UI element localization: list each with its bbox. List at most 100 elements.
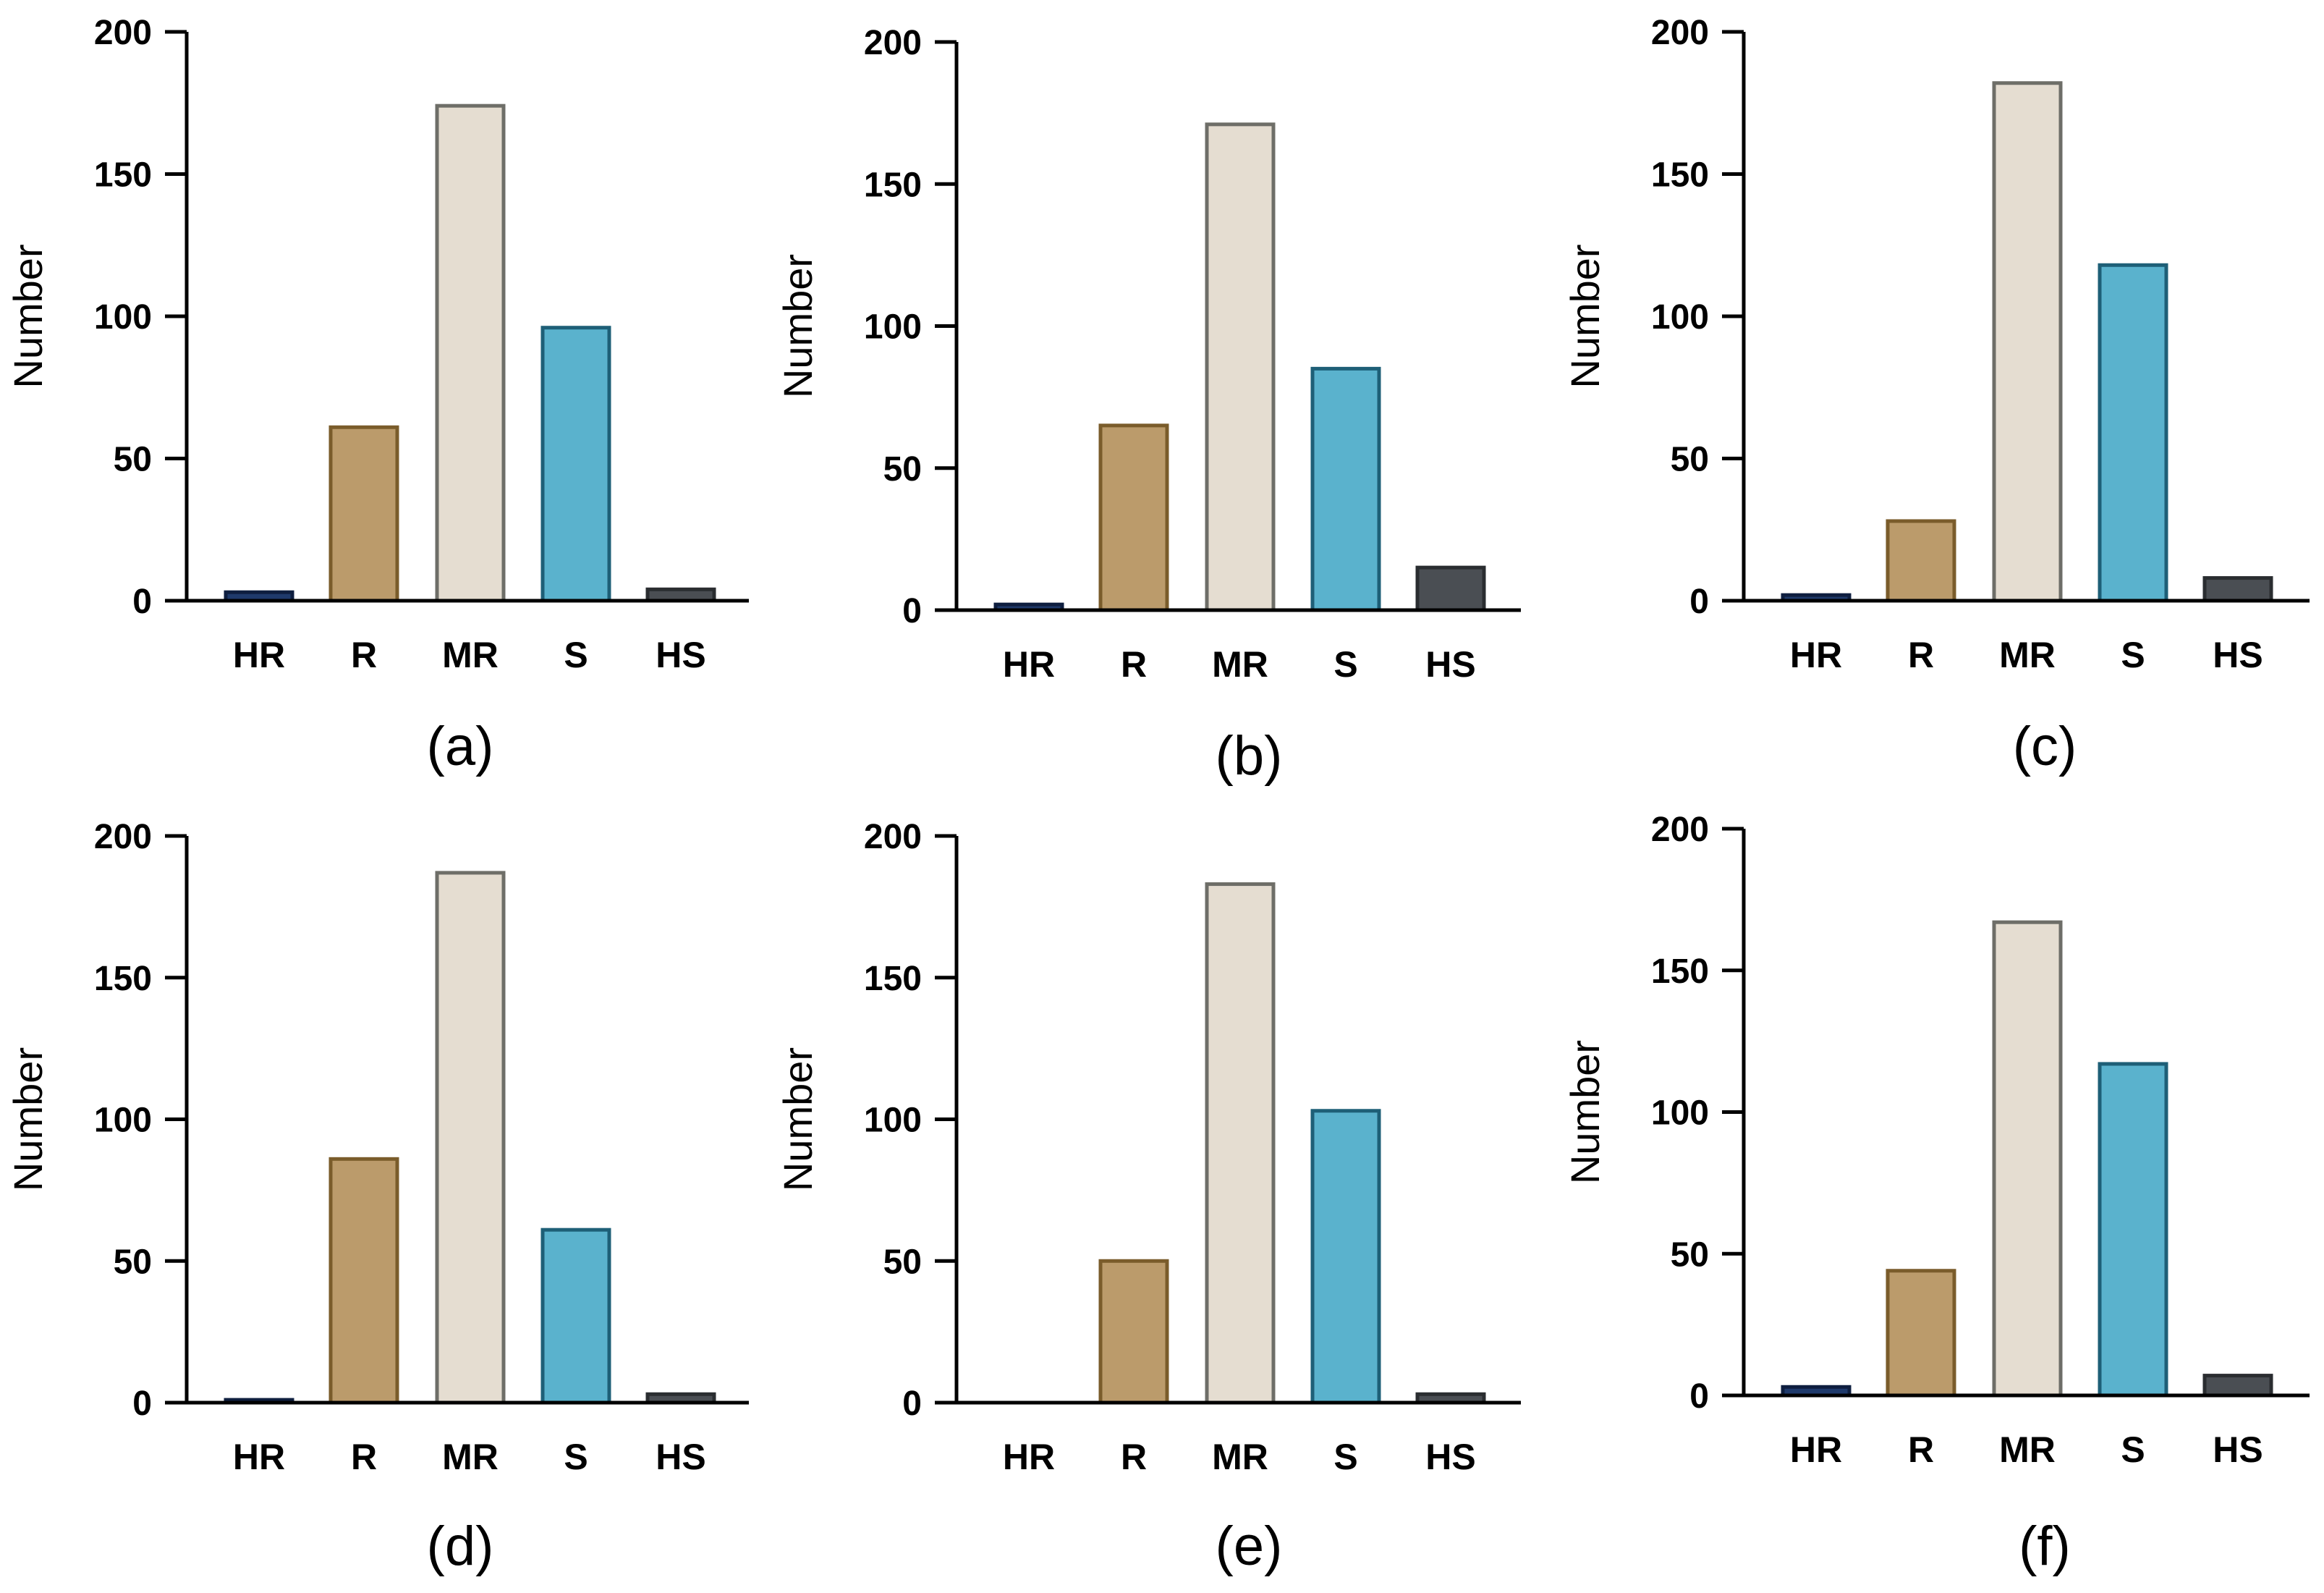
x-tick-label: HS bbox=[1425, 644, 1475, 685]
y-tick-label: 100 bbox=[864, 308, 922, 347]
bar-r bbox=[328, 1157, 399, 1405]
x-tick-label: S bbox=[1333, 644, 1357, 685]
y-tick-label: 200 bbox=[1651, 14, 1709, 52]
bar-s bbox=[2098, 1062, 2168, 1398]
chart-panel-e: HR R MR S HS 0 50 100 150 200 Number (e) bbox=[775, 818, 1521, 1577]
y-tick-label: 100 bbox=[94, 1102, 152, 1140]
y-tick-label: 50 bbox=[1671, 441, 1709, 479]
x-tick-label: R bbox=[1908, 1429, 1934, 1470]
x-tick-label: S bbox=[1333, 1437, 1357, 1477]
x-tick-label: S bbox=[2121, 635, 2145, 675]
bar-mr bbox=[1205, 882, 1276, 1405]
x-tick-label: HR bbox=[1790, 1429, 1842, 1470]
y-tick-label: 0 bbox=[132, 583, 152, 621]
bar-s bbox=[1310, 1109, 1381, 1405]
bar-s bbox=[540, 1228, 611, 1405]
bar-hs bbox=[2202, 1374, 2273, 1398]
bar-r bbox=[1886, 519, 1956, 603]
chart-panel-c: HR R MR S HS 0 50 100 150 200 Number (c) bbox=[1562, 14, 2310, 777]
x-tick-label: HS bbox=[656, 635, 705, 675]
x-tick-label: MR bbox=[1212, 644, 1268, 685]
panel-label: (c) bbox=[2013, 716, 2077, 777]
panel-label: (d) bbox=[427, 1516, 494, 1577]
x-tick-label: HS bbox=[1425, 1437, 1475, 1477]
x-tick-label: HS bbox=[656, 1437, 705, 1477]
bar-r bbox=[1098, 423, 1169, 612]
x-tick-label: MR bbox=[1212, 1437, 1268, 1477]
y-tick-label: 100 bbox=[1651, 1094, 1709, 1133]
y-axis-title: Number bbox=[5, 1047, 51, 1191]
x-tick-label: HR bbox=[1003, 644, 1055, 685]
y-tick-label: 200 bbox=[1651, 811, 1709, 849]
bar-mr bbox=[1992, 81, 2063, 603]
y-tick-label: 50 bbox=[883, 450, 922, 489]
x-tick-label: MR bbox=[442, 1437, 499, 1477]
x-tick-label: S bbox=[2121, 1429, 2145, 1470]
x-tick-label: HS bbox=[2213, 1429, 2262, 1470]
bar-hs bbox=[1415, 565, 1486, 612]
y-tick-label: 100 bbox=[94, 298, 152, 337]
bar-mr bbox=[435, 103, 506, 603]
y-tick-label: 150 bbox=[1651, 156, 1709, 195]
y-tick-label: 50 bbox=[883, 1243, 922, 1281]
y-tick-label: 0 bbox=[1689, 583, 1709, 621]
x-tick-label: MR bbox=[1999, 1429, 2056, 1470]
bar-mr bbox=[435, 871, 506, 1405]
chart-panel-b: HR R MR S HS 0 50 100 150 200 Number (b) bbox=[775, 24, 1521, 787]
y-axis-title: Number bbox=[775, 254, 820, 398]
bar-s bbox=[1310, 366, 1381, 612]
y-tick-label: 50 bbox=[114, 1243, 152, 1281]
x-tick-label: R bbox=[1121, 644, 1147, 685]
bar-hs bbox=[2202, 576, 2273, 603]
y-tick-label: 200 bbox=[94, 14, 152, 52]
x-tick-label: R bbox=[351, 1437, 377, 1477]
bar-r bbox=[328, 425, 399, 603]
panel-label: (a) bbox=[427, 716, 494, 777]
x-tick-label: HR bbox=[233, 635, 285, 675]
y-axis-title: Number bbox=[5, 244, 51, 388]
y-tick-label: 50 bbox=[1671, 1235, 1709, 1274]
x-tick-label: HR bbox=[233, 1437, 285, 1477]
y-tick-label: 0 bbox=[1689, 1377, 1709, 1416]
x-tick-label: MR bbox=[442, 635, 499, 675]
panel-label: (b) bbox=[1216, 725, 1283, 787]
y-tick-label: 150 bbox=[94, 960, 152, 998]
y-axis-title: Number bbox=[775, 1047, 820, 1191]
x-tick-label: S bbox=[564, 1437, 588, 1477]
bar-r bbox=[1886, 1269, 1956, 1398]
chart-panel-d: HR R MR S HS 0 50 100 150 200 Number (d) bbox=[5, 818, 749, 1577]
y-tick-label: 150 bbox=[1651, 952, 1709, 991]
y-axis-title: Number bbox=[1562, 1040, 1608, 1184]
chart-panel-a: HR R MR S HS 0 50 100 150 200 Number (a) bbox=[5, 14, 749, 777]
y-tick-label: 100 bbox=[1651, 298, 1709, 337]
y-tick-label: 150 bbox=[94, 156, 152, 195]
x-tick-label: S bbox=[564, 635, 588, 675]
y-tick-label: 100 bbox=[864, 1102, 922, 1140]
panel-label: (f) bbox=[2019, 1516, 2071, 1577]
chart-panel-f: HR R MR S HS 0 50 100 150 200 Number (f) bbox=[1562, 811, 2310, 1577]
y-tick-label: 200 bbox=[94, 818, 152, 856]
y-tick-label: 0 bbox=[902, 592, 922, 630]
y-tick-label: 150 bbox=[864, 960, 922, 998]
panel-label: (e) bbox=[1216, 1516, 1283, 1577]
x-tick-label: MR bbox=[1999, 635, 2056, 675]
bar-mr bbox=[1992, 920, 2063, 1398]
bar-r bbox=[1098, 1259, 1169, 1405]
y-tick-label: 0 bbox=[132, 1385, 152, 1423]
y-tick-label: 0 bbox=[902, 1385, 922, 1423]
x-tick-label: HR bbox=[1790, 635, 1842, 675]
bar-mr bbox=[1205, 122, 1276, 612]
x-tick-label: R bbox=[1121, 1437, 1147, 1477]
bar-s bbox=[2098, 263, 2168, 603]
y-tick-label: 150 bbox=[864, 166, 922, 204]
x-tick-label: HS bbox=[2213, 635, 2262, 675]
y-tick-label: 200 bbox=[864, 24, 922, 62]
y-axis-title: Number bbox=[1562, 244, 1608, 388]
y-tick-label: 200 bbox=[864, 818, 922, 856]
bar-s bbox=[540, 326, 611, 603]
x-tick-label: R bbox=[351, 635, 377, 675]
y-tick-label: 50 bbox=[114, 441, 152, 479]
x-tick-label: R bbox=[1908, 635, 1934, 675]
x-tick-label: HR bbox=[1003, 1437, 1055, 1477]
